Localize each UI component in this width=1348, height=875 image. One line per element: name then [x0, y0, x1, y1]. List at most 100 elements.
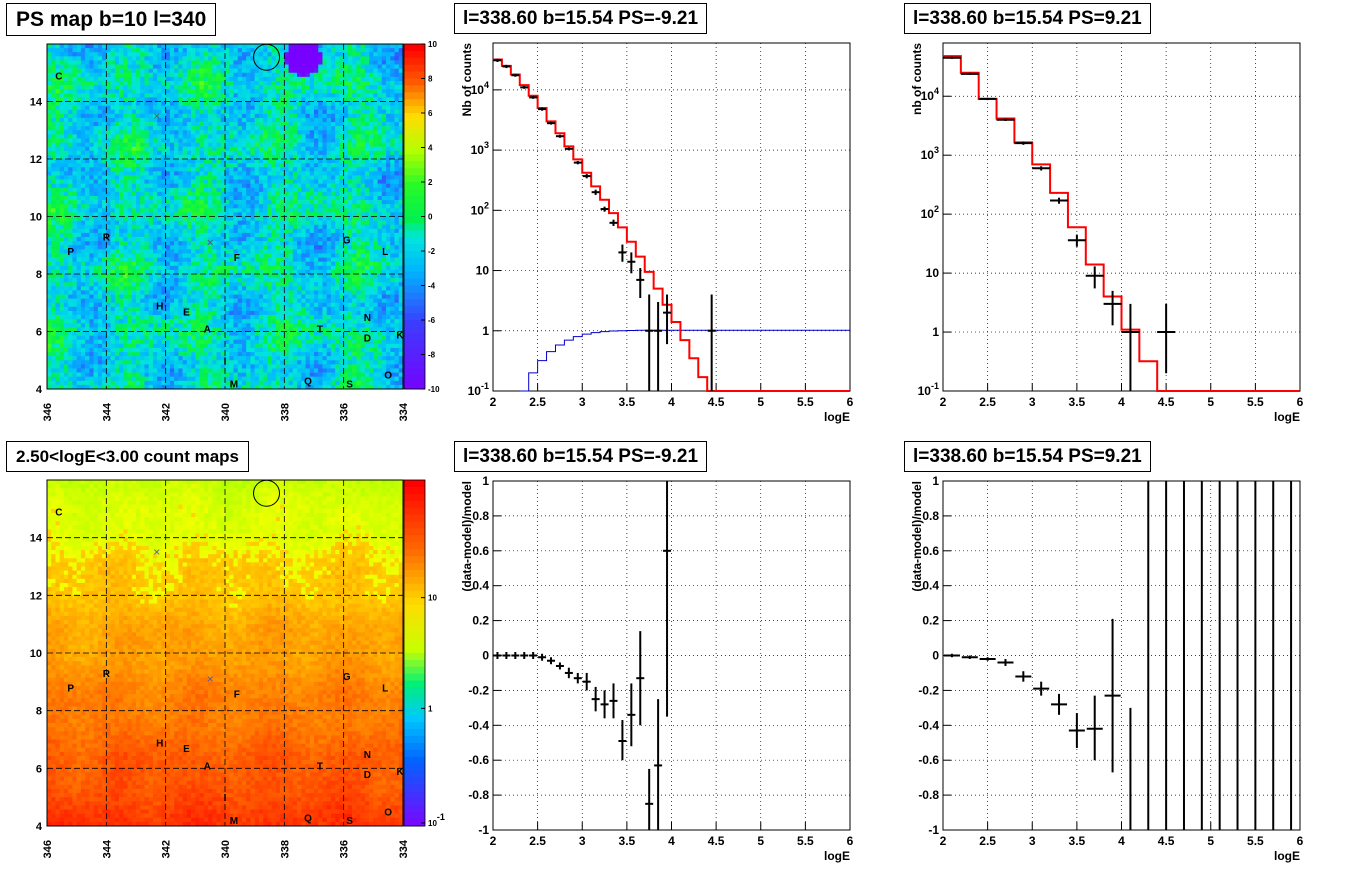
heatmap-cell [102, 253, 107, 258]
heatmap-cell [237, 64, 243, 69]
heatmap-cell [51, 60, 56, 65]
heatmap-cell [89, 72, 94, 78]
heatmap-cell [178, 113, 183, 119]
heatmap-cell [186, 163, 192, 168]
heatmap-cell [123, 138, 128, 143]
heatmap-cell [47, 150, 52, 156]
heatmap-cell [212, 339, 217, 345]
heatmap-cell [241, 126, 247, 131]
heatmap-cell [275, 302, 281, 308]
heatmap-cell [284, 290, 289, 295]
heatmap-cell [110, 274, 116, 279]
heatmap-cell [152, 175, 158, 180]
heatmap-cell [55, 138, 61, 143]
heatmap-cell [127, 130, 133, 135]
heatmap-cell [297, 142, 302, 147]
heatmap-cell [233, 138, 239, 143]
heatmap-cell [246, 331, 251, 336]
heatmap-cell [140, 85, 145, 90]
heatmap-cell [119, 265, 124, 271]
heatmap-cell [263, 298, 268, 304]
heatmap-cell [271, 356, 277, 361]
heatmap-cell [63, 327, 69, 332]
heatmap-cell [254, 232, 260, 238]
heatmap-cell [68, 298, 73, 304]
heatmap-cell [212, 384, 217, 390]
heatmap-cell [237, 187, 243, 193]
heatmap-cell [246, 163, 251, 168]
heatmap-cell [152, 150, 158, 156]
heatmap-cell [199, 380, 205, 386]
heatmap-cell [254, 97, 260, 102]
heatmap-cell [267, 183, 272, 189]
heatmap-cell [152, 376, 158, 382]
heatmap-cell [225, 282, 230, 287]
heatmap-cell [292, 191, 298, 197]
heatmap-cell [136, 274, 141, 279]
heatmap-cell [237, 302, 243, 308]
heatmap-cell [233, 306, 239, 312]
heatmap-cell [85, 117, 90, 123]
heatmap-cell [216, 163, 222, 168]
heatmap-cell [93, 72, 99, 78]
heatmap-cell [165, 195, 171, 201]
heatmap-cell [110, 150, 116, 156]
heatmap-cell [63, 278, 69, 283]
heatmap-cell [93, 60, 99, 65]
heatmap-cell [76, 52, 82, 57]
heatmap-cell [229, 245, 234, 250]
heatmap-cell [186, 48, 192, 53]
heatmap-cell [47, 208, 52, 213]
heatmap-cell [85, 134, 90, 139]
heatmap-cell [191, 376, 196, 382]
heatmap-cell [93, 163, 99, 168]
heatmap-cell [152, 343, 158, 349]
heatmap-cell [144, 187, 150, 193]
heatmap-cell [59, 376, 65, 382]
heatmap-cell [106, 89, 111, 94]
heatmap-cell [165, 232, 171, 238]
heatmap-cell [102, 327, 107, 332]
heatmap-cell [106, 343, 111, 349]
heatmap-cell [241, 187, 247, 193]
heatmap-cell [85, 195, 90, 201]
heatmap-cell [110, 347, 116, 353]
heatmap-cell [267, 208, 272, 213]
heatmap-cell [114, 224, 120, 230]
heatmap-cell [157, 126, 162, 131]
heatmap-cell [114, 261, 120, 267]
heatmap-cell [165, 68, 171, 74]
heatmap-cell [284, 105, 289, 111]
heatmap-cell [148, 200, 154, 205]
heatmap-cell [275, 64, 281, 69]
heatmap-cell [199, 179, 205, 184]
heatmap-cell [233, 142, 239, 147]
heatmap-cell [140, 134, 145, 139]
heatmap-cell [127, 380, 133, 386]
heatmap-cell [203, 68, 209, 74]
heatmap-cell [195, 347, 200, 353]
heatmap-cell [178, 274, 183, 279]
heatmap-cell [55, 294, 61, 299]
heatmap-cell [89, 85, 94, 90]
heatmap-cell [237, 52, 243, 57]
heatmap-cell [195, 253, 200, 258]
heatmap-cell [85, 85, 90, 90]
heatmap-cell [186, 298, 192, 304]
heatmap-cell [271, 52, 277, 57]
heatmap-cell [47, 80, 52, 86]
heatmap-cell [55, 327, 61, 332]
heatmap-cell [250, 117, 255, 123]
heatmap-cell [51, 216, 56, 221]
heatmap-cell [63, 343, 69, 349]
heatmap-cell [144, 294, 150, 299]
heatmap-cell [284, 200, 289, 205]
heatmap-cell [110, 245, 116, 250]
heatmap-cell [68, 237, 73, 242]
heatmap-cell [152, 224, 158, 230]
heatmap-cell [68, 204, 73, 209]
heatmap-cell [174, 85, 179, 90]
heatmap-cell [47, 269, 52, 275]
heatmap-cell [102, 368, 107, 373]
heatmap-cell [63, 93, 69, 98]
